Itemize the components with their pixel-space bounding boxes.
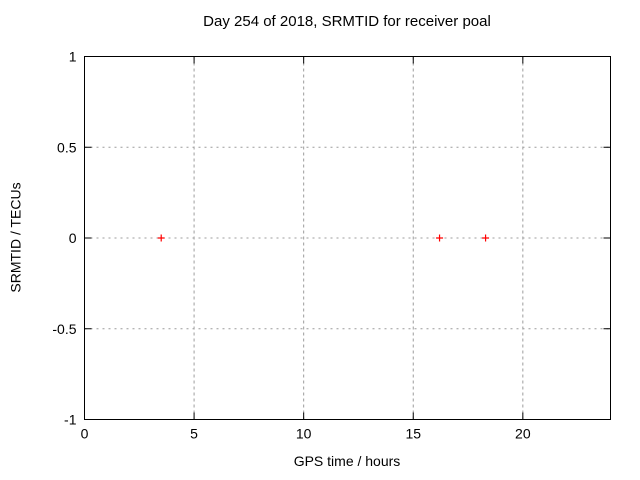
y-tick-label: -1 [64,412,77,428]
x-tick-label: 5 [190,426,198,442]
y-tick-label: 1 [69,49,77,65]
x-tick-label: 0 [81,426,89,442]
data-point-marker [436,234,444,242]
y-tick-label: 0.5 [57,139,77,155]
chart-title: Day 254 of 2018, SRMTID for receiver poa… [203,13,491,30]
y-tick-label: -0.5 [52,321,76,337]
y-axis-label: SRMTID / TECUs [7,182,24,293]
data-point-marker [157,234,165,242]
x-tick-label: 10 [296,426,312,442]
x-tick-label: 15 [405,426,421,442]
data-point-marker [482,234,490,242]
x-axis-label: GPS time / hours [293,453,401,469]
y-tick-label: 0 [69,230,77,246]
x-tick-label: 20 [515,426,531,442]
